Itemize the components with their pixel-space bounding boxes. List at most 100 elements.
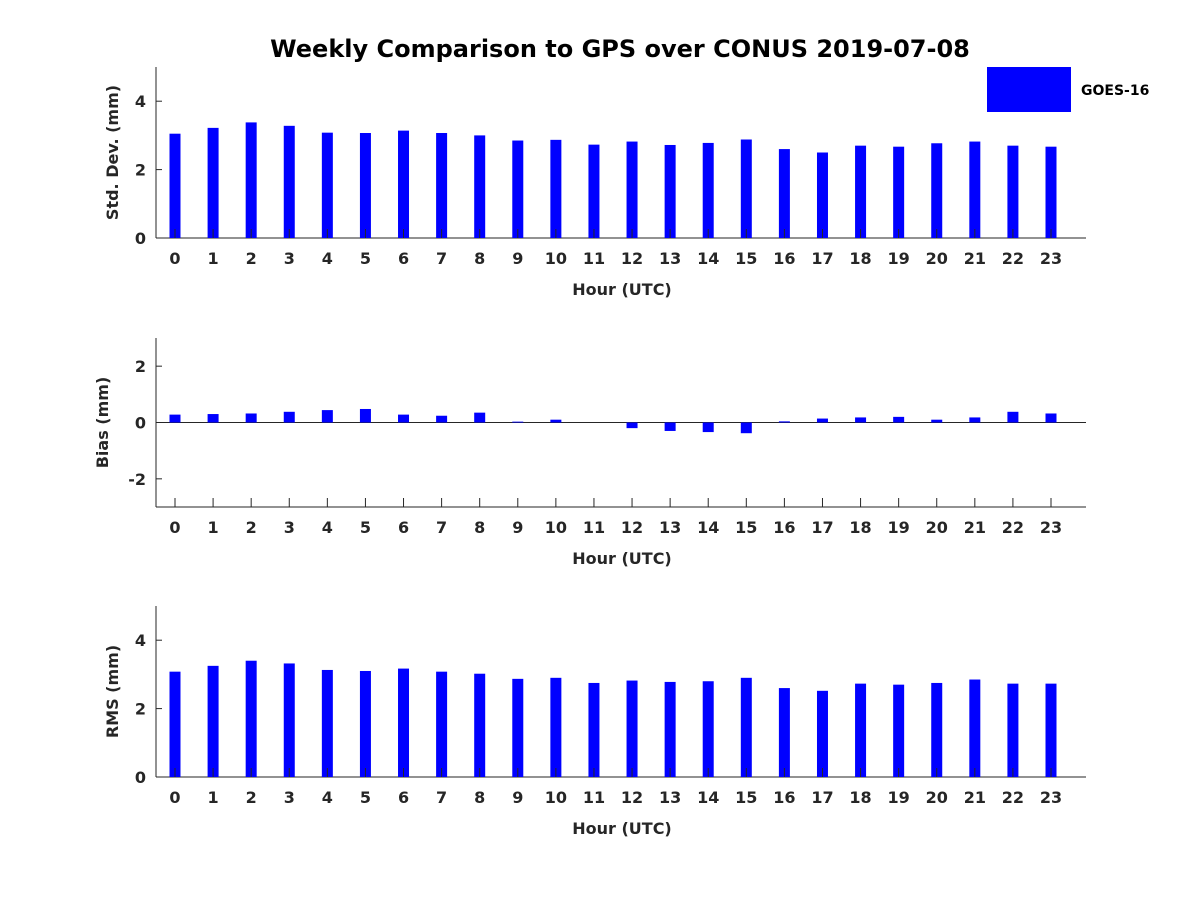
x-tick-label: 14 [697, 249, 719, 268]
bar-hour-23 [1045, 683, 1057, 777]
x-tick-label: 20 [926, 788, 948, 807]
x-axis-label: Hour (UTC) [572, 549, 672, 568]
x-tick-label: 5 [360, 249, 371, 268]
x-tick-label: 6 [398, 249, 409, 268]
bar-hour-11 [588, 144, 600, 238]
x-tick-label: 8 [474, 788, 485, 807]
y-tick-label: 4 [135, 631, 146, 650]
bar-hour-14 [702, 681, 714, 777]
x-tick-label: 10 [545, 518, 567, 537]
bar-hour-3 [283, 125, 295, 238]
bar-hour-10 [550, 139, 562, 238]
legend-swatch [987, 67, 1071, 112]
x-tick-label: 2 [246, 788, 257, 807]
x-tick-label: 8 [474, 249, 485, 268]
bar-hour-22 [1007, 683, 1019, 777]
bar-hour-17 [816, 690, 828, 777]
x-tick-label: 1 [208, 788, 219, 807]
bar-hour-12 [626, 422, 638, 429]
x-tick-label: 22 [1002, 788, 1024, 807]
y-tick-label: 2 [135, 161, 146, 180]
bar-hour-7 [436, 133, 448, 238]
x-tick-label: 12 [621, 788, 643, 807]
y-tick-label: 2 [135, 700, 146, 719]
x-tick-label: 3 [284, 249, 295, 268]
x-tick-label: 19 [888, 518, 910, 537]
bar-hour-19 [893, 416, 905, 423]
x-tick-label: 9 [512, 518, 523, 537]
y-tick-label: 0 [135, 768, 146, 787]
x-tick-label: 6 [398, 788, 409, 807]
bar-hour-0 [169, 133, 181, 238]
bar-hour-21 [969, 417, 981, 423]
bar-hour-4 [321, 132, 333, 238]
x-tick-label: 3 [284, 788, 295, 807]
x-tick-label: 13 [659, 518, 681, 537]
x-tick-label: 2 [246, 249, 257, 268]
bar-hour-20 [931, 419, 943, 423]
x-tick-label: 5 [360, 518, 371, 537]
bar-hour-10 [550, 677, 562, 777]
x-tick-label: 11 [583, 518, 605, 537]
x-tick-label: 21 [964, 249, 986, 268]
bar-hour-18 [855, 417, 867, 423]
y-tick-label: 0 [135, 229, 146, 248]
bar-hour-14 [702, 422, 714, 433]
bar-hour-21 [969, 141, 981, 238]
x-tick-label: 7 [436, 788, 447, 807]
bar-hour-3 [283, 663, 295, 777]
x-tick-label: 18 [849, 249, 871, 268]
x-tick-label: 2 [246, 518, 257, 537]
x-tick-label: 4 [322, 518, 333, 537]
bar-hour-19 [893, 146, 905, 238]
y-axis-label: Bias (mm) [93, 377, 112, 469]
x-tick-label: 20 [926, 518, 948, 537]
bar-hour-20 [931, 682, 943, 777]
x-tick-label: 20 [926, 249, 948, 268]
x-tick-label: 10 [545, 788, 567, 807]
bar-hour-15 [740, 677, 752, 777]
x-tick-label: 0 [169, 249, 180, 268]
bar-hour-16 [778, 421, 790, 423]
bar-hour-13 [664, 144, 676, 238]
x-tick-label: 21 [964, 518, 986, 537]
chart-title: Weekly Comparison to GPS over CONUS 2019… [270, 35, 970, 63]
bar-hour-18 [855, 683, 867, 777]
x-tick-label: 16 [773, 518, 795, 537]
legend-label: GOES-16 [1081, 83, 1149, 99]
x-tick-label: 9 [512, 249, 523, 268]
x-tick-label: 17 [811, 518, 833, 537]
bar-hour-5 [359, 408, 371, 423]
x-tick-label: 14 [697, 518, 719, 537]
bar-hour-7 [436, 671, 448, 777]
bar-hour-8 [474, 673, 486, 777]
bar-hour-8 [474, 135, 486, 238]
bar-hour-6 [398, 668, 410, 777]
y-tick-label: 0 [135, 414, 146, 433]
bar-hour-12 [626, 680, 638, 777]
bar-hour-5 [359, 670, 371, 777]
y-axis-label: RMS (mm) [103, 645, 122, 738]
x-tick-label: 17 [811, 788, 833, 807]
bar-hour-9 [512, 678, 524, 777]
x-tick-label: 12 [621, 249, 643, 268]
x-tick-label: 0 [169, 788, 180, 807]
bar-hour-17 [816, 152, 828, 238]
bar-hour-7 [436, 415, 448, 423]
bar-hour-6 [398, 414, 410, 423]
bar-hour-14 [702, 142, 714, 238]
bar-hour-22 [1007, 145, 1019, 238]
x-tick-label: 12 [621, 518, 643, 537]
x-tick-label: 15 [735, 518, 757, 537]
x-tick-label: 23 [1040, 788, 1062, 807]
x-tick-label: 3 [284, 518, 295, 537]
bar-hour-1 [207, 414, 219, 423]
bar-hour-16 [778, 688, 790, 777]
bar-hour-21 [969, 679, 981, 777]
x-tick-label: 5 [360, 788, 371, 807]
bar-hour-22 [1007, 411, 1019, 423]
legend: GOES-16 [987, 67, 1149, 112]
bar-hour-4 [321, 410, 333, 423]
